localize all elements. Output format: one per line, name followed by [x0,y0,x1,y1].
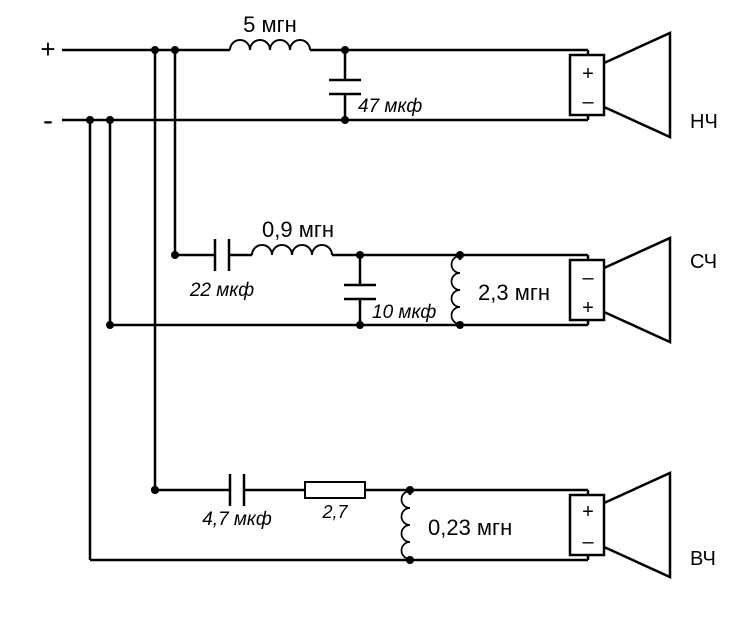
hf-name: ВЧ [690,548,716,570]
mf-cap1-label: 22 мкф [189,280,254,301]
mf-cap2-label: 10 мкф [372,302,436,323]
lf-inductor-label: 5 мгн [243,12,297,37]
lf-cap-label: 47 мкф [358,96,422,117]
lf-spk-minus: – [582,91,594,113]
lf-spk-plus: + [582,63,594,85]
hf-ind-label: 0,23 мгн [428,515,512,540]
mf-spk-top: – [582,267,594,289]
hf-speaker-icon [570,473,670,577]
mf-spk-bot: + [582,297,594,319]
mf-ind2-label: 2,3 мгн [478,280,550,305]
hf-spk-minus: – [582,531,594,553]
mf-ind1-label: 0,9 мгн [262,217,334,242]
lf-speaker-icon [570,33,670,137]
input-plus: + [40,34,55,64]
input-minus: - [43,104,53,137]
hf-cap-label: 4,7 мкф [202,509,272,530]
hf-res-label: 2,7 [321,502,348,522]
mf-speaker-icon [570,238,670,342]
lf-name: НЧ [690,111,718,133]
mf-name: СЧ [690,251,717,273]
hf-spk-plus: + [582,501,594,523]
